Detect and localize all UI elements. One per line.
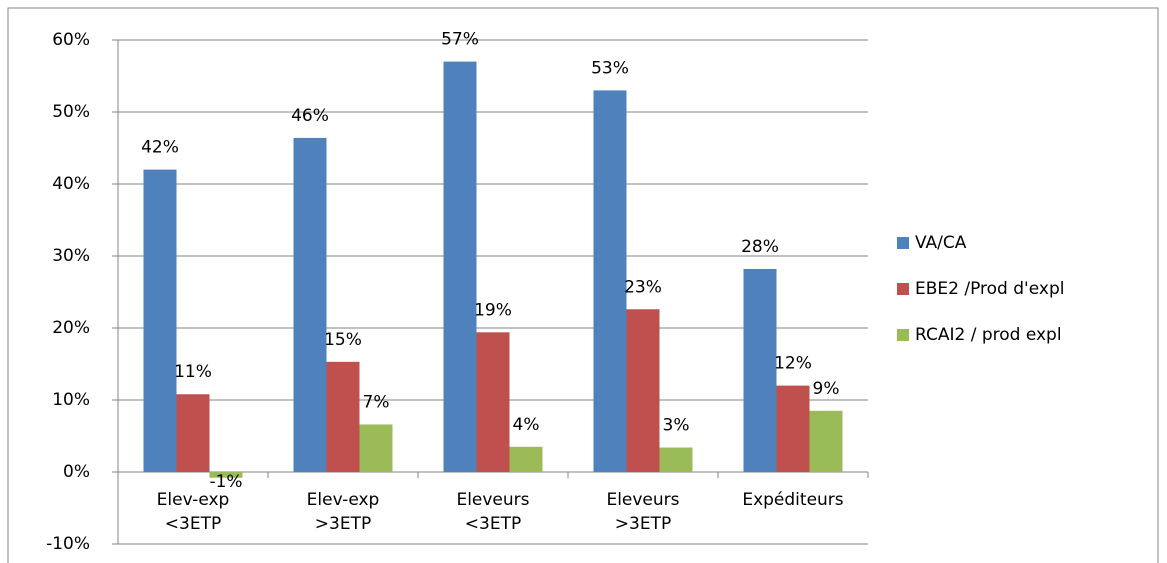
y-tick-label: 50% xyxy=(52,102,90,122)
legend-label: VA/CA xyxy=(915,233,967,253)
data-label: 19% xyxy=(474,300,512,320)
bar xyxy=(593,90,627,473)
x-tick-label: Elev-exp >3ETP xyxy=(306,490,380,534)
y-tick-label: -10% xyxy=(46,534,90,554)
bar xyxy=(776,385,810,472)
data-label: 15% xyxy=(324,330,362,350)
bar xyxy=(509,446,543,472)
legend-label: EBE2 /Prod d'expl xyxy=(915,279,1064,299)
bar xyxy=(359,424,393,472)
legend-label: RCAI2 / prod expl xyxy=(915,325,1062,345)
x-tick-label: Eleveurs >3ETP xyxy=(606,490,680,534)
data-label: 9% xyxy=(813,379,840,399)
legend-swatch xyxy=(897,283,909,295)
data-label: 42% xyxy=(141,138,179,158)
y-tick-label: 20% xyxy=(52,318,90,338)
y-tick-label: 40% xyxy=(52,174,90,194)
bar xyxy=(659,447,693,472)
data-label: 3% xyxy=(663,416,690,436)
x-tick-label: Eleveurs <3ETP xyxy=(456,490,530,534)
legend-swatch xyxy=(897,329,909,341)
data-label: 4% xyxy=(513,415,540,435)
data-label: 11% xyxy=(174,362,212,382)
bar xyxy=(443,61,477,472)
data-label: -1% xyxy=(209,472,242,492)
y-tick-label: 0% xyxy=(63,462,90,482)
bar xyxy=(476,332,510,472)
y-tick-label: 30% xyxy=(52,246,90,266)
legend-swatch xyxy=(897,237,909,249)
bar xyxy=(293,137,327,473)
data-label: 28% xyxy=(741,237,779,257)
data-label: 12% xyxy=(774,354,812,374)
bar xyxy=(809,410,843,472)
data-label: 46% xyxy=(291,106,329,126)
bar xyxy=(143,169,177,472)
bar xyxy=(209,472,243,478)
data-label: 53% xyxy=(591,58,629,78)
y-tick-label: 60% xyxy=(52,30,90,50)
bar xyxy=(176,394,210,472)
bar xyxy=(326,361,360,472)
data-label: 23% xyxy=(624,277,662,297)
x-tick-label: Expéditeurs xyxy=(742,490,844,510)
data-label: 7% xyxy=(363,392,390,412)
bar xyxy=(743,268,777,472)
chart-frame xyxy=(7,7,1159,563)
x-tick-label: Elev-exp <3ETP xyxy=(156,490,230,534)
bar xyxy=(626,309,660,472)
y-tick-label: 10% xyxy=(52,390,90,410)
data-label: 57% xyxy=(441,30,479,50)
